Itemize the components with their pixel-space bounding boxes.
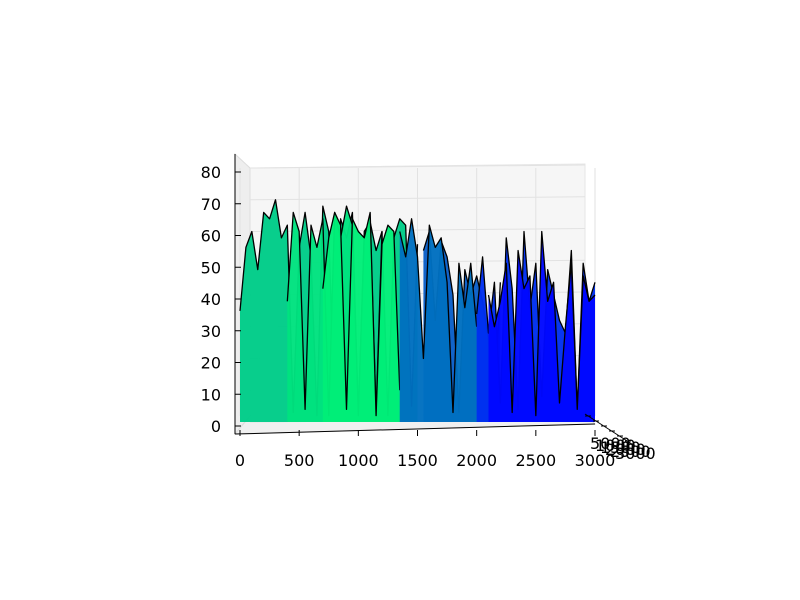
depth-tick-label: 5000 <box>590 434 631 453</box>
series-layer <box>239 199 596 422</box>
z-tick-label: 0 <box>211 417 221 436</box>
z-tick-label: 20 <box>201 354 221 373</box>
series-line-2 <box>322 211 401 417</box>
z-axis-ticks: 0 10 20 30 40 50 60 70 80 <box>201 163 241 436</box>
z-tick-label: 60 <box>201 227 221 246</box>
grid-line-z <box>249 164 586 169</box>
z-tick-label: 80 <box>201 163 221 182</box>
series-line-4 <box>399 218 478 414</box>
z-tick-label: 10 <box>201 385 221 404</box>
x-tick-label: 2000 <box>456 451 497 470</box>
depth-tick-label: 2500 <box>610 442 651 461</box>
x-axis-line <box>234 423 596 435</box>
z-tick-label: 40 <box>201 290 221 309</box>
x-tick-label: 3000 <box>575 451 616 470</box>
x-tick-label: 500 <box>284 451 315 470</box>
x-tick-label: 1000 <box>338 451 379 470</box>
z-tick-label: 70 <box>201 195 221 214</box>
series-area-6 <box>488 231 595 422</box>
series-area-4 <box>399 218 477 422</box>
depth-tick-label: 1500 <box>600 438 641 457</box>
series-area-2 <box>322 212 400 422</box>
x-tick-label: 1500 <box>397 451 438 470</box>
x-tick-label: 2500 <box>515 451 556 470</box>
depth-tick-label: 3000 <box>615 444 656 463</box>
z-tick-label: 50 <box>201 258 221 277</box>
x-tick-label: 0 <box>235 451 245 470</box>
series-line-6 <box>487 230 596 417</box>
depth-tick-label: 2000 <box>605 440 646 459</box>
z-tick-label: 30 <box>201 322 221 341</box>
x-axis-ticks: 0 500 1000 1500 2000 2500 3000 <box>235 430 615 470</box>
